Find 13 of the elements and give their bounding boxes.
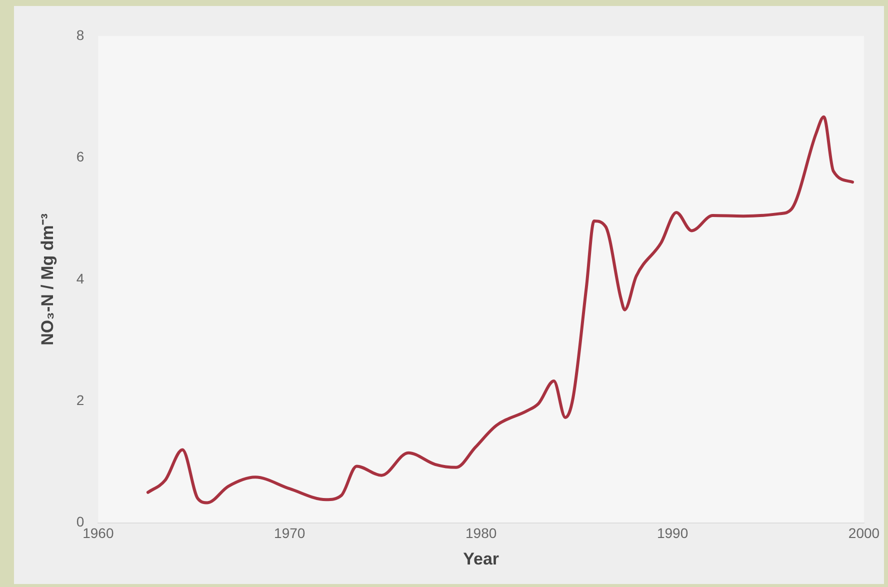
- y-tick-label: 4: [76, 270, 84, 286]
- line-series: [146, 115, 854, 504]
- x-tick-label: 1960: [82, 525, 114, 542]
- x-tick-label: 2000: [848, 525, 880, 542]
- x-tick-label: 1970: [274, 525, 306, 542]
- x-tick-label: 1990: [656, 525, 688, 542]
- x-axis-title: Year: [463, 549, 500, 568]
- y-tick-label: 8: [76, 26, 84, 43]
- y-tick-label: 2: [76, 392, 84, 408]
- y-tick-label: 0: [76, 514, 84, 530]
- x-tick-label: 1980: [466, 525, 497, 542]
- y-axis-title: NO₃-N / Mg dm⁻³: [38, 213, 57, 346]
- y-tick-label: 6: [76, 148, 84, 165]
